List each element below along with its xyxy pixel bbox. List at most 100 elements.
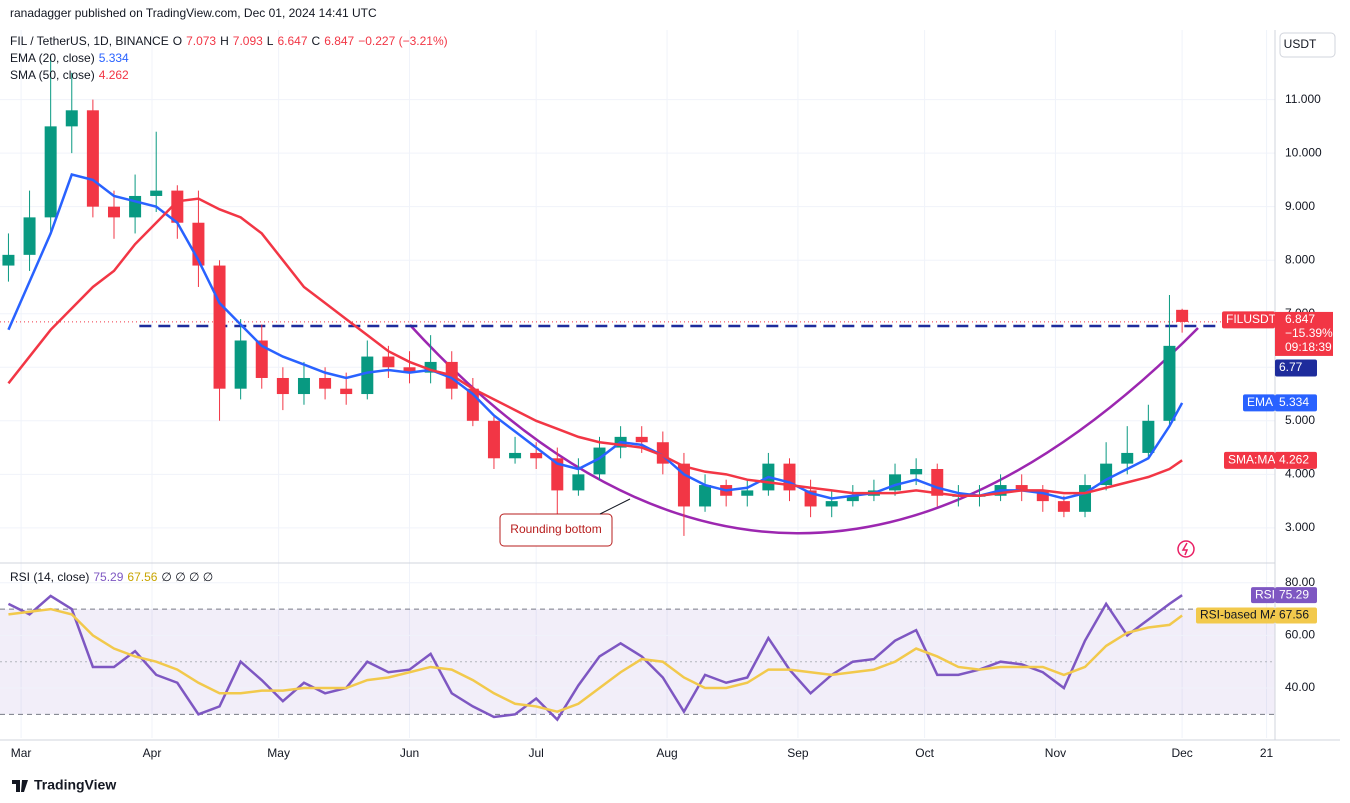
candle-body xyxy=(1057,501,1070,512)
candle-body xyxy=(699,485,712,507)
plot xyxy=(0,56,1275,722)
y-tick-label: 8.000 xyxy=(1285,252,1315,266)
candle-body xyxy=(593,447,606,475)
rsi-ma-tag: RSI-based MA xyxy=(1200,608,1278,622)
symbol: FIL / TetherUS, 1D, BINANCE xyxy=(10,34,169,48)
rsi-ma-value: 67.56 xyxy=(1279,608,1309,622)
y-tick-label: 10.000 xyxy=(1285,145,1322,159)
ohlc-value: 6.647 xyxy=(277,34,307,48)
ohlc-value: 7.073 xyxy=(186,34,216,48)
ema-tag: EMA xyxy=(1247,395,1273,409)
candle-body xyxy=(910,468,923,475)
level-label: 6.77 xyxy=(1279,360,1303,374)
sma-value: 4.262 xyxy=(1279,452,1309,466)
annotation: Rounding bottom xyxy=(510,522,601,536)
candle-body xyxy=(1036,490,1049,502)
y-tick-label: 3.000 xyxy=(1285,520,1315,534)
ohlc-value: 6.847 xyxy=(324,34,354,48)
indicator-line xyxy=(7,173,1184,500)
ema-tag-box xyxy=(1243,394,1275,412)
x-tick-label: Mar xyxy=(11,746,32,760)
legend-value: 5.334 xyxy=(99,51,129,65)
sma-tag: SMA:MA xyxy=(1228,452,1275,466)
legend-name: EMA (20, close) xyxy=(10,51,95,65)
x-tick-label: Sep xyxy=(787,746,809,760)
level-label-box xyxy=(1275,359,1317,377)
y-tick-label: 40.00 xyxy=(1285,680,1315,694)
candle-body xyxy=(361,356,374,395)
candle-body xyxy=(551,458,564,491)
ticker-label: FILUSDT xyxy=(1226,312,1277,326)
candle-body xyxy=(677,463,690,507)
candle-body xyxy=(86,110,99,207)
candle-body xyxy=(171,190,184,223)
rounding-bottom-curve xyxy=(409,324,1199,535)
x-tick-label: Oct xyxy=(915,746,934,760)
candle-body xyxy=(1176,309,1189,322)
last-price: 6.847 xyxy=(1285,312,1315,326)
candle-body xyxy=(1163,345,1176,421)
legend-value: 4.262 xyxy=(99,68,129,82)
candle-body xyxy=(403,367,416,373)
candle-body xyxy=(150,190,163,196)
sma-tag-box xyxy=(1224,451,1275,469)
brand: TradingView xyxy=(34,777,116,793)
candle-body xyxy=(487,420,500,459)
candle-body xyxy=(825,501,838,507)
ohlc-letter: L xyxy=(267,34,274,48)
legend-value: 75.29 xyxy=(93,570,123,584)
rsi-title: RSI (14, close) xyxy=(10,570,89,584)
candle-body xyxy=(255,340,268,378)
indicator-line xyxy=(8,607,1183,713)
annotation-pointer xyxy=(599,498,631,515)
y-tick-label: 9.000 xyxy=(1285,199,1315,213)
candle-body xyxy=(65,110,78,127)
candle-body xyxy=(1121,452,1134,464)
rsi-tag-box xyxy=(1251,587,1275,604)
candle-body xyxy=(741,490,754,496)
rsi-tag: RSI xyxy=(1255,587,1275,601)
x-tick-label: Dec xyxy=(1171,746,1192,760)
x-tick-label: Jun xyxy=(400,746,419,760)
ema-value-box xyxy=(1275,394,1317,412)
candle-body xyxy=(1142,420,1155,453)
candle-body xyxy=(23,217,36,255)
y-tick-label: 60.00 xyxy=(1285,628,1315,642)
ohlc-letter: C xyxy=(312,34,321,48)
ohlc-letter: H xyxy=(220,34,229,48)
countdown: 09:18:39 xyxy=(1285,340,1332,354)
indicator-line xyxy=(7,197,1183,498)
candle-body xyxy=(2,254,15,266)
candle-body xyxy=(635,436,648,443)
ticker-label-box xyxy=(1222,311,1275,329)
brand-logo xyxy=(12,780,28,792)
candle-body xyxy=(319,377,332,389)
candle-body xyxy=(44,126,57,218)
ema-value: 5.334 xyxy=(1279,395,1309,409)
legend-value: 67.56 xyxy=(127,570,157,584)
candle-body xyxy=(382,356,395,368)
rsi-value: 75.29 xyxy=(1279,587,1309,601)
x-tick-label: Aug xyxy=(656,746,677,760)
ohlc-value: 7.093 xyxy=(233,34,263,48)
y-tick-label: 5.000 xyxy=(1285,413,1315,427)
alert-icon[interactable] xyxy=(1177,540,1195,558)
candle-body xyxy=(1100,463,1113,486)
candle-body xyxy=(509,452,522,459)
candle-body xyxy=(530,452,543,459)
x-tick-label: May xyxy=(267,746,290,760)
rsi-ma-value-box xyxy=(1275,607,1317,624)
indicator-line xyxy=(7,594,1183,722)
rsi-value-box xyxy=(1275,587,1317,604)
labels: 3.0004.0005.0006.0007.0008.0009.00010.00… xyxy=(10,34,1333,760)
ohlc-letter: O xyxy=(173,34,182,48)
sma-value-box xyxy=(1275,451,1317,469)
candle-body xyxy=(276,377,289,395)
y-tick-label: 11.000 xyxy=(1285,92,1321,106)
candle-body xyxy=(234,340,247,389)
currency-button[interactable] xyxy=(1279,32,1336,58)
change: −0.227 (−3.21%) xyxy=(358,34,447,48)
alert-bolt xyxy=(1181,542,1189,556)
candle-body xyxy=(340,388,353,395)
